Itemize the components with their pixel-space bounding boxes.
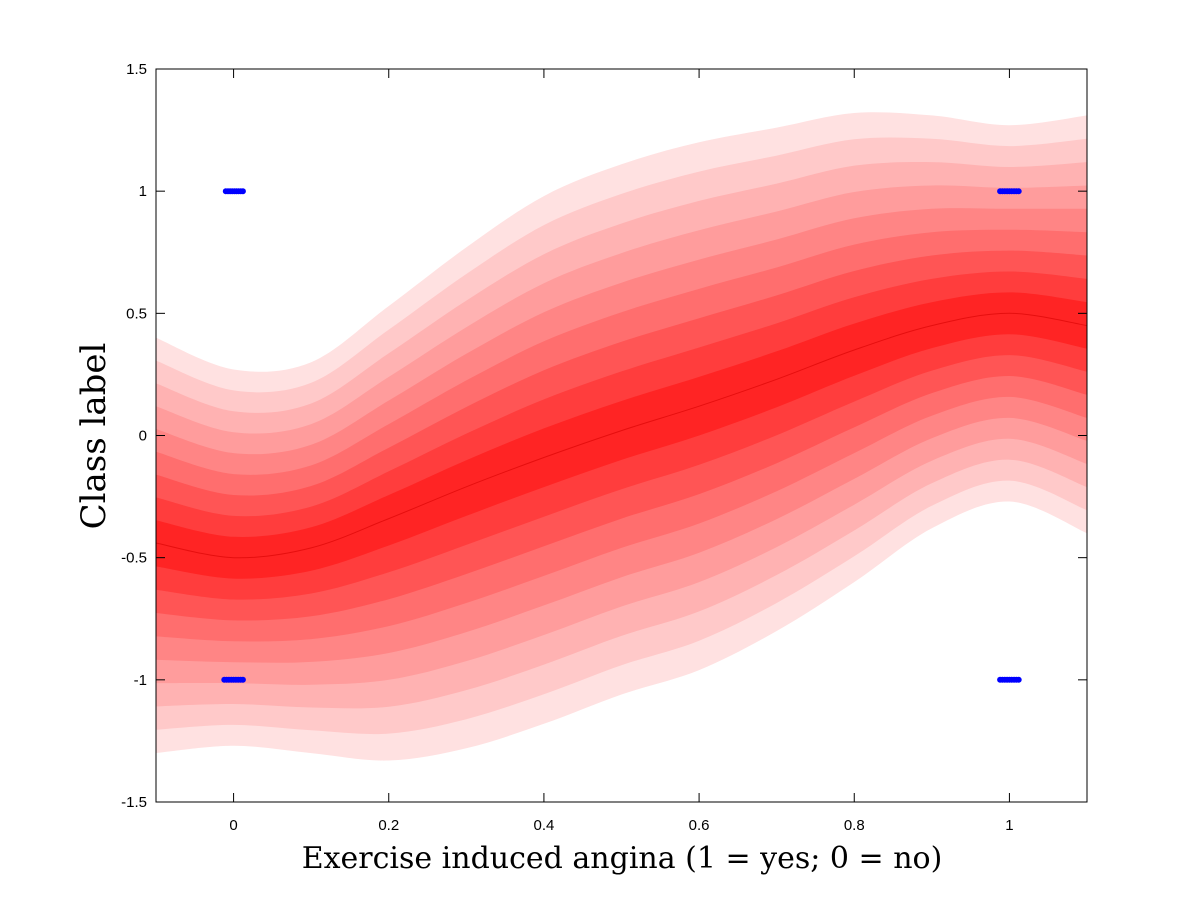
y-tick-label: 1 (139, 183, 147, 200)
y-tick-label: 1.5 (126, 61, 147, 78)
data-point (239, 188, 246, 195)
data-point (239, 676, 246, 683)
data-point-cluster (222, 188, 246, 195)
band-9 (156, 292, 1087, 579)
mean-curve-layer (156, 312, 1087, 559)
x-tick-label: 0.2 (378, 817, 399, 834)
data-point (1015, 676, 1022, 683)
x-tick-label: 1 (1005, 817, 1013, 834)
x-axis-title: Exercise induced angina (1 = yes; 0 = no… (302, 841, 943, 876)
x-tick-label: 0.4 (533, 817, 554, 834)
y-tick-label: 0.5 (126, 305, 147, 322)
data-points (221, 188, 1022, 683)
y-tick-label: -0.5 (121, 550, 147, 567)
mean-curve (156, 312, 1087, 559)
y-tick-label: -1 (134, 672, 147, 689)
uncertainty-bands (156, 112, 1087, 761)
data-point-cluster (997, 188, 1022, 195)
x-tick-label: 0 (229, 817, 237, 834)
y-axis-title: Class label (74, 343, 114, 530)
y-tick-label: 0 (139, 428, 147, 445)
x-tick-label: 0.6 (689, 817, 710, 834)
data-point (1015, 188, 1022, 195)
data-point-cluster (997, 676, 1022, 683)
axis-ticks: 0 0.2 0.4 0.6 0.8 1 -1.5 -1 -0.5 0 0.5 1 1.5 (121, 61, 1087, 834)
x-tick-label: 0.8 (844, 817, 865, 834)
data-point-cluster (221, 676, 246, 683)
y-tick-label: -1.5 (121, 794, 147, 811)
